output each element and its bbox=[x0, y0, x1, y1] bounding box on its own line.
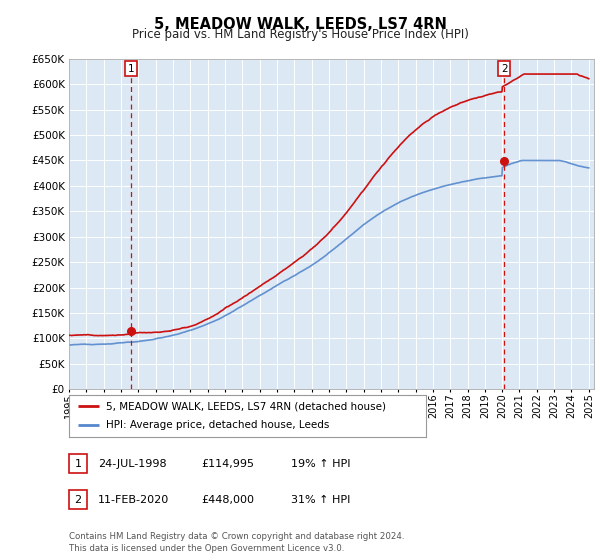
Text: HPI: Average price, detached house, Leeds: HPI: Average price, detached house, Leed… bbox=[106, 421, 330, 431]
Text: Price paid vs. HM Land Registry's House Price Index (HPI): Price paid vs. HM Land Registry's House … bbox=[131, 28, 469, 41]
Text: 1: 1 bbox=[74, 459, 82, 469]
Text: 5, MEADOW WALK, LEEDS, LS7 4RN (detached house): 5, MEADOW WALK, LEEDS, LS7 4RN (detached… bbox=[106, 401, 386, 411]
Text: 2: 2 bbox=[74, 494, 82, 505]
Text: 24-JUL-1998: 24-JUL-1998 bbox=[98, 459, 166, 469]
Text: 5, MEADOW WALK, LEEDS, LS7 4RN: 5, MEADOW WALK, LEEDS, LS7 4RN bbox=[154, 17, 446, 32]
Text: £448,000: £448,000 bbox=[201, 494, 254, 505]
Text: £114,995: £114,995 bbox=[201, 459, 254, 469]
Text: 19% ↑ HPI: 19% ↑ HPI bbox=[291, 459, 350, 469]
Text: 1: 1 bbox=[127, 64, 134, 74]
Text: 11-FEB-2020: 11-FEB-2020 bbox=[98, 494, 169, 505]
Text: 2: 2 bbox=[501, 64, 508, 74]
Text: 31% ↑ HPI: 31% ↑ HPI bbox=[291, 494, 350, 505]
Text: Contains HM Land Registry data © Crown copyright and database right 2024.
This d: Contains HM Land Registry data © Crown c… bbox=[69, 533, 404, 553]
